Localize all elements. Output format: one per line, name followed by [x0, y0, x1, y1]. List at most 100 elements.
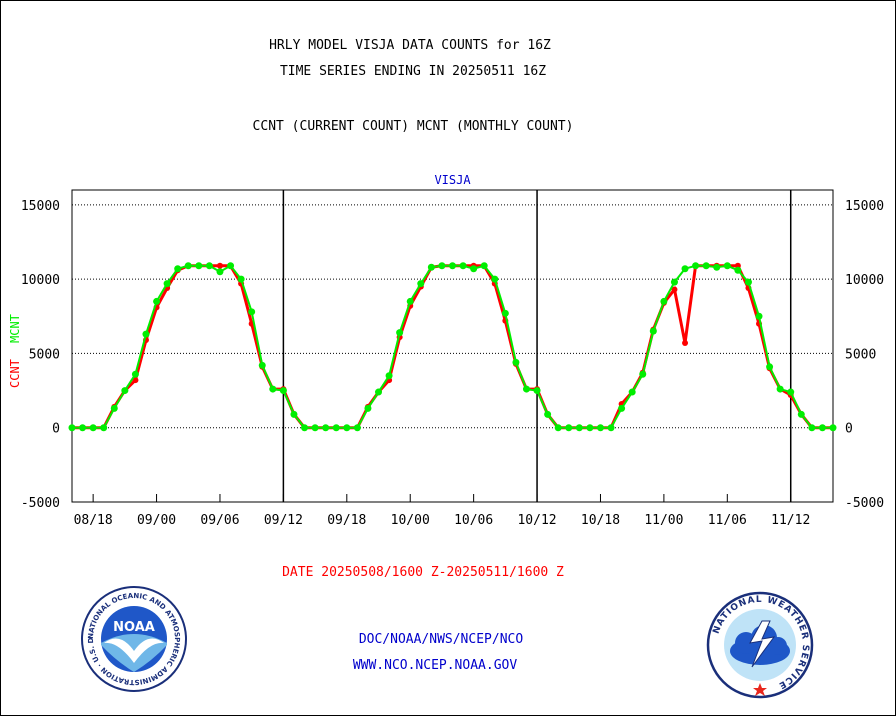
series-legend-text: CCNT (CURRENT COUNT) MCNT (MONTHLY COUNT…: [252, 119, 574, 134]
date-range-label: DATE 20250508/1600 Z-20250511/1600 Z: [282, 565, 564, 580]
data-point-mcnt: [766, 363, 774, 371]
nws-logo-icon: NATIONAL WEATHER SERVICE: [706, 591, 814, 699]
data-point-mcnt: [110, 404, 118, 412]
data-point-mcnt: [79, 424, 87, 432]
data-point-mcnt: [269, 385, 277, 393]
y-axis-label-ccnt: CCNT: [8, 359, 22, 388]
data-point-mcnt: [142, 330, 150, 338]
data-point-ccnt: [682, 340, 689, 347]
data-point-mcnt: [396, 329, 404, 337]
y-tick-label-right: 5000: [845, 347, 876, 362]
data-point-mcnt: [787, 388, 795, 396]
data-point-mcnt: [385, 372, 393, 380]
data-point-mcnt: [470, 265, 478, 273]
data-point-mcnt: [713, 263, 721, 271]
data-point-mcnt: [702, 262, 710, 270]
x-tick-label: 09/06: [200, 513, 239, 528]
y-tick-label-right: 15000: [845, 199, 884, 214]
data-point-mcnt: [818, 424, 826, 432]
data-point-mcnt: [575, 424, 583, 432]
y-tick-label-left: 5000: [29, 347, 60, 362]
data-point-mcnt: [491, 275, 499, 283]
data-point-mcnt: [808, 424, 816, 432]
x-tick-label: 08/18: [74, 513, 113, 528]
data-point-mcnt: [533, 387, 541, 395]
x-tick-label: 11/00: [644, 513, 683, 528]
x-tick-label: 10/06: [454, 513, 493, 528]
data-point-mcnt: [301, 424, 309, 432]
data-point-mcnt: [618, 404, 626, 412]
x-tick-label: 09/12: [264, 513, 303, 528]
x-tick-label: 09/00: [137, 513, 176, 528]
data-point-ccnt: [671, 286, 678, 293]
data-point-mcnt: [100, 424, 108, 432]
data-point-mcnt: [649, 327, 657, 335]
x-tick-label: 10/18: [581, 513, 620, 528]
noaa-logo-icon: NATIONAL OCEANIC AND ATMOSPHERIC ADMINIS…: [80, 585, 187, 692]
data-point-mcnt: [776, 385, 784, 393]
noaa-logo-text: NOAA: [113, 620, 155, 635]
y-tick-label-right: 10000: [845, 273, 884, 288]
data-point-ccnt: [216, 262, 223, 269]
data-point-mcnt: [248, 308, 256, 316]
data-point-mcnt: [639, 370, 647, 378]
data-point-mcnt: [343, 424, 351, 432]
plot-area: [71, 189, 834, 503]
org-credit: DOC/NOAA/NWS/NCEP/NCO: [358, 632, 524, 647]
data-point-mcnt: [670, 278, 678, 286]
data-point-mcnt: [692, 262, 700, 270]
data-point-mcnt: [237, 275, 245, 283]
series-ccnt: [69, 262, 836, 431]
data-point-mcnt: [522, 385, 530, 393]
data-point-mcnt: [681, 265, 689, 273]
chart-title-line-1: HRLY MODEL VISJA DATA COUNTS for 16Z: [269, 38, 551, 53]
data-point-mcnt: [417, 280, 425, 288]
data-point-mcnt: [227, 262, 235, 270]
data-point-mcnt: [554, 424, 562, 432]
data-point-mcnt: [744, 278, 752, 286]
data-point-mcnt: [797, 410, 805, 418]
x-tick-label: 11/12: [771, 513, 810, 528]
data-point-mcnt: [195, 262, 203, 270]
x-tick-label: 10/00: [391, 513, 430, 528]
data-point-mcnt: [311, 424, 319, 432]
data-point-mcnt: [184, 262, 192, 270]
data-point-mcnt: [544, 410, 552, 418]
data-point-mcnt: [660, 297, 668, 305]
data-point-mcnt: [829, 424, 837, 432]
data-point-mcnt: [438, 262, 446, 270]
data-point-mcnt: [216, 268, 224, 276]
y-tick-label-right: 0: [845, 422, 853, 437]
data-point-mcnt: [279, 387, 287, 395]
data-point-ccnt: [132, 377, 139, 384]
y-tick-label-left: 10000: [21, 273, 60, 288]
data-point-mcnt: [121, 387, 129, 395]
data-point-mcnt: [174, 265, 182, 273]
data-point-mcnt: [607, 424, 615, 432]
chart-title-line-2: TIME SERIES ENDING IN 20250511 16Z: [279, 64, 547, 79]
data-point-mcnt: [89, 424, 97, 432]
website-link[interactable]: WWW.NCO.NCEP.NOAA.GOV: [352, 658, 518, 673]
series-line-ccnt: [72, 264, 833, 430]
y-tick-label-left: 0: [52, 422, 60, 437]
data-point-mcnt: [586, 424, 594, 432]
data-point-mcnt: [353, 424, 361, 432]
x-tick-label: 11/06: [708, 513, 747, 528]
data-point-mcnt: [153, 297, 161, 305]
data-point-mcnt: [596, 424, 604, 432]
data-point-mcnt: [375, 388, 383, 396]
series-line-mcnt: [72, 264, 833, 429]
data-point-mcnt: [68, 424, 76, 432]
data-point-mcnt: [322, 424, 330, 432]
data-point-mcnt: [565, 424, 573, 432]
data-point-mcnt: [131, 370, 139, 378]
data-point-mcnt: [406, 297, 414, 305]
y-axis-label-mcnt: MCNT: [8, 314, 22, 343]
data-point-mcnt: [723, 262, 731, 270]
data-point-mcnt: [628, 388, 636, 396]
data-point-mcnt: [480, 262, 488, 270]
data-point-mcnt: [512, 358, 520, 366]
data-point-mcnt: [205, 262, 213, 270]
data-point-mcnt: [290, 410, 298, 418]
